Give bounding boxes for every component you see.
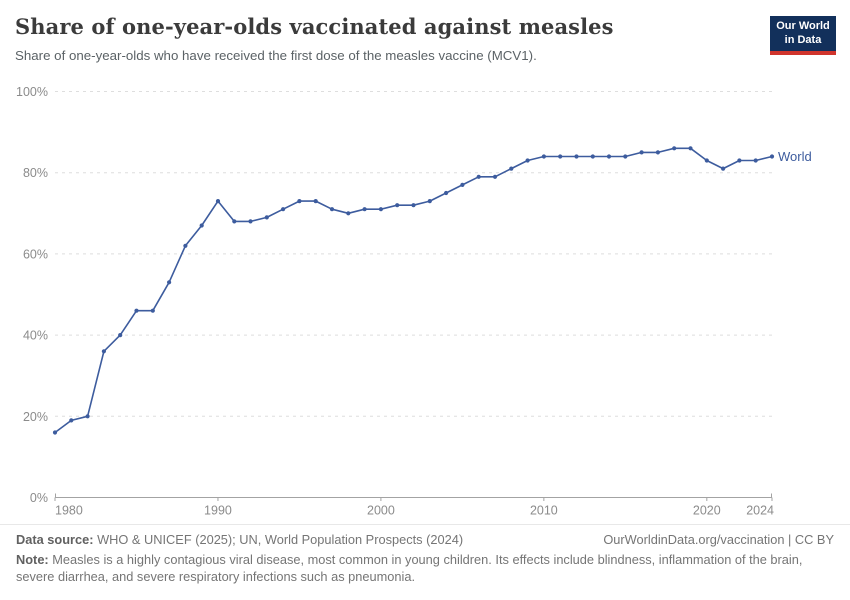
data-point[interactable]: [525, 158, 530, 163]
data-point[interactable]: [672, 146, 677, 151]
data-point[interactable]: [69, 418, 74, 423]
note-text: Measles is a highly contagious viral dis…: [16, 552, 803, 584]
owid-logo[interactable]: Our World in Data: [770, 16, 836, 56]
data-point[interactable]: [232, 219, 237, 224]
data-point[interactable]: [541, 154, 547, 159]
owid-logo-line2: in Data: [784, 34, 822, 47]
data-point[interactable]: [264, 215, 269, 220]
y-tick-label: 100%: [16, 85, 48, 99]
chart-note: Note: Measles is a highly contagious vir…: [16, 552, 834, 586]
x-tick-label: 1980: [55, 504, 83, 518]
page-title: Share of one-year-olds vaccinated agains…: [15, 14, 614, 39]
data-point[interactable]: [52, 430, 58, 435]
data-point[interactable]: [248, 219, 253, 224]
data-point[interactable]: [199, 223, 204, 228]
data-point[interactable]: [704, 158, 709, 163]
data-point[interactable]: [101, 349, 106, 354]
data-point[interactable]: [655, 150, 661, 155]
x-tick-label: 2020: [693, 504, 721, 518]
x-tick-label: 1990: [204, 504, 232, 518]
data-source: Data source: WHO & UNICEF (2025); UN, Wo…: [16, 532, 463, 547]
series-end-label[interactable]: World: [778, 149, 812, 164]
line-chart[interactable]: 0% 20% 40% 60% 80% 100% 1980 1990 2000 2010 2020 20…: [0, 0, 850, 524]
data-point[interactable]: [590, 154, 595, 159]
data-point[interactable]: [150, 308, 155, 313]
data-point[interactable]: [753, 158, 758, 163]
data-point[interactable]: [378, 207, 383, 212]
source-row: Data source: WHO & UNICEF (2025); UN, Wo…: [16, 532, 834, 547]
chart-footer: Data source: WHO & UNICEF (2025); UN, Wo…: [0, 524, 850, 586]
data-point[interactable]: [737, 158, 742, 163]
data-point[interactable]: [297, 199, 302, 204]
chart-subtitle: Share of one-year-olds who have received…: [15, 48, 537, 63]
x-tick-label: 2024: [746, 504, 774, 518]
data-point[interactable]: [460, 182, 465, 187]
data-point[interactable]: [606, 154, 612, 159]
data-point[interactable]: [769, 154, 775, 159]
owid-logo-line1: Our World: [776, 20, 830, 32]
data-source-text: WHO & UNICEF (2025); UN, World Populatio…: [93, 532, 464, 547]
data-source-label: Data source:: [16, 532, 94, 547]
y-tick-label: 80%: [23, 166, 48, 180]
data-point[interactable]: [183, 243, 188, 248]
data-point[interactable]: [444, 190, 449, 196]
data-point[interactable]: [558, 154, 563, 159]
x-tick-label: 2000: [367, 504, 395, 518]
data-point[interactable]: [688, 146, 693, 151]
y-tick-label: 0%: [30, 491, 48, 505]
data-point[interactable]: [639, 150, 644, 155]
data-point[interactable]: [574, 154, 579, 159]
data-point[interactable]: [427, 199, 432, 204]
data-point[interactable]: [362, 207, 367, 212]
data-point[interactable]: [313, 199, 318, 204]
data-point[interactable]: [623, 154, 628, 159]
data-point[interactable]: [329, 207, 335, 212]
data-point[interactable]: [167, 280, 172, 285]
y-tick-label: 60%: [23, 247, 48, 261]
data-point[interactable]: [411, 203, 416, 208]
data-point[interactable]: [509, 166, 514, 171]
data-point[interactable]: [281, 207, 286, 212]
data-point[interactable]: [346, 211, 351, 216]
data-point[interactable]: [395, 203, 400, 208]
series-line[interactable]: [54, 147, 773, 434]
y-tick-label: 40%: [23, 329, 48, 343]
data-point[interactable]: [134, 308, 139, 313]
data-point[interactable]: [215, 199, 221, 204]
chart-header: Share of one-year-olds vaccinated agains…: [15, 14, 755, 63]
data-point[interactable]: [118, 333, 123, 338]
credit-link[interactable]: OurWorldinData.org/vaccination | CC BY: [603, 532, 834, 547]
note-label: Note:: [16, 552, 49, 567]
data-point[interactable]: [721, 166, 726, 171]
data-point[interactable]: [85, 414, 90, 419]
y-tick-label: 20%: [23, 410, 48, 424]
data-point[interactable]: [492, 174, 498, 179]
data-point[interactable]: [476, 174, 481, 179]
x-tick-label: 2010: [530, 504, 558, 518]
